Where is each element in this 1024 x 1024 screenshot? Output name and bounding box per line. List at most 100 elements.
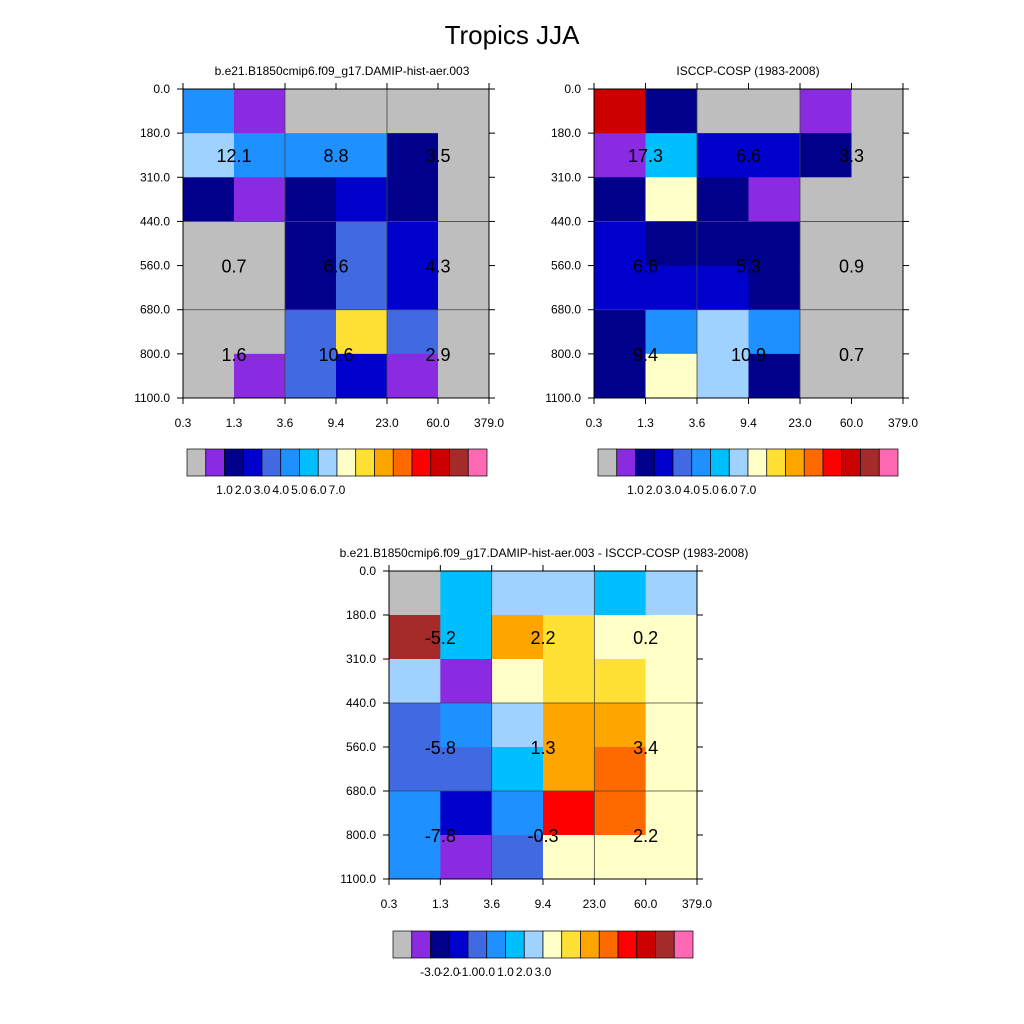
heatmap-cell [491, 659, 544, 704]
colorbar-swatch [505, 930, 525, 959]
colorbar-swatch [261, 448, 282, 477]
x-tick-label: 379.0 [474, 416, 504, 430]
colorbar-label: 4.0 [683, 483, 700, 497]
y-tick-label: 560.0 [551, 259, 581, 273]
colorbar-swatch [878, 448, 899, 477]
heatmap-panel: 0.3 1.3 3.6 9.4 23.0 60.0 379.0 0.0 180.0 310.0 44… [545, 82, 918, 497]
cell-value-label: 3.3 [839, 146, 864, 166]
y-tick-label: 310.0 [551, 170, 581, 184]
colorbar-label: 6.0 [721, 483, 738, 497]
heatmap-cell [438, 309, 490, 355]
heatmap-cell [851, 353, 904, 399]
panel-title: b.e21.B1850cmip6.f09_g17.DAMIP-hist-aer.… [215, 64, 470, 78]
colorbar-swatch [467, 930, 488, 959]
heatmap-cell [387, 133, 439, 178]
heatmap-cell [387, 309, 439, 355]
cell-value-label: -5.8 [425, 738, 456, 758]
cell-value-label: 2.2 [530, 628, 555, 648]
heatmap-cell [491, 747, 544, 792]
y-tick-label: 800.0 [551, 347, 581, 361]
colorbar-label: 2.0 [235, 483, 252, 497]
heatmap-cell [645, 221, 698, 266]
cell-value-label: 0.7 [221, 257, 246, 277]
colorbar-swatch [392, 448, 413, 477]
heatmap-cell [851, 177, 904, 222]
colorbar-swatch [523, 930, 544, 959]
colorbar-label: 2.0 [516, 965, 533, 979]
heatmap-cell [851, 265, 904, 311]
colorbar-swatch [430, 930, 450, 959]
heatmap-cell [594, 615, 647, 660]
heatmap-cell [800, 309, 852, 355]
heatmap-cell [697, 133, 749, 178]
cell-value-label: 10.9 [731, 345, 766, 365]
colorbar-label: 3.0 [665, 483, 682, 497]
heatmap-cell [183, 265, 235, 311]
x-tick-label: 9.4 [535, 897, 552, 911]
heatmap-cell [491, 791, 544, 836]
heatmap-cell [389, 571, 441, 616]
colorbar-swatch [467, 448, 488, 477]
heatmap-cell [851, 221, 904, 266]
heatmap-cell [543, 791, 595, 836]
heatmap-cell [234, 309, 286, 355]
heatmap-cell [440, 615, 493, 660]
colorbar-swatch [655, 930, 675, 959]
colorbar-label: -2.0 [439, 965, 460, 979]
cell-value-label: 2.9 [425, 345, 450, 365]
colorbar-swatch [785, 448, 805, 477]
heatmap-cell [491, 615, 544, 660]
heatmap-cell [389, 615, 441, 660]
cell-value-label: 6.6 [323, 257, 348, 277]
x-tick-label: 60.0 [840, 416, 864, 430]
colorbar-swatch [411, 448, 432, 477]
heatmap-cell [183, 133, 235, 178]
heatmap-cell [748, 353, 801, 399]
heatmap-cell [285, 221, 337, 266]
heatmap-cell [491, 571, 544, 616]
colorbar-swatch [411, 930, 431, 959]
heatmap-cell [543, 659, 595, 704]
x-tick-label: 23.0 [788, 416, 812, 430]
cell-value-label: 1.6 [221, 345, 246, 365]
heatmap-cell [234, 265, 286, 311]
y-tick-label: 180.0 [140, 126, 170, 140]
y-tick-label: 1100.0 [340, 872, 376, 886]
heatmap-cell [543, 703, 595, 748]
y-tick-label: 440.0 [140, 214, 170, 228]
y-tick-label: 680.0 [551, 303, 581, 317]
heatmap-cell [645, 703, 698, 748]
heatmap-cell [594, 265, 646, 311]
heatmap-cell [645, 835, 698, 880]
colorbar-label: 1.0 [627, 483, 644, 497]
heatmap-cell [440, 835, 493, 880]
y-tick-label: 440.0 [346, 696, 376, 710]
colorbar-label: 0.0 [478, 965, 495, 979]
colorbar-swatch [355, 448, 375, 477]
heatmap-cell [645, 571, 698, 616]
colorbar-swatch [617, 930, 638, 959]
heatmap-cell [438, 353, 490, 399]
cell-value-label: 0.9 [839, 257, 864, 277]
heatmap-cell [389, 659, 441, 704]
colorbar-swatch [448, 930, 469, 959]
heatmap-cell [800, 221, 852, 266]
y-tick-label: 440.0 [551, 214, 581, 228]
heatmap-cell [336, 221, 388, 266]
x-tick-label: 3.6 [483, 897, 500, 911]
heatmap-cell [234, 221, 286, 266]
y-tick-label: 800.0 [346, 828, 376, 842]
heatmap-cell [594, 133, 646, 178]
heatmap-cell [183, 353, 235, 399]
colorbar-swatch [673, 930, 694, 959]
colorbar-swatch [486, 930, 506, 959]
panel-title: b.e21.B1850cmip6.f09_g17.DAMIP-hist-aer.… [340, 546, 749, 560]
figure-title: Tropics JJA [445, 20, 580, 50]
colorbar-swatch [672, 448, 693, 477]
colorbar-swatch [186, 448, 207, 477]
heatmap-cell [440, 659, 493, 704]
heatmap-cell [697, 89, 749, 134]
heatmap-cell [183, 89, 235, 134]
colorbar-label: 3.0 [254, 483, 271, 497]
y-tick-label: 1100.0 [545, 391, 581, 405]
